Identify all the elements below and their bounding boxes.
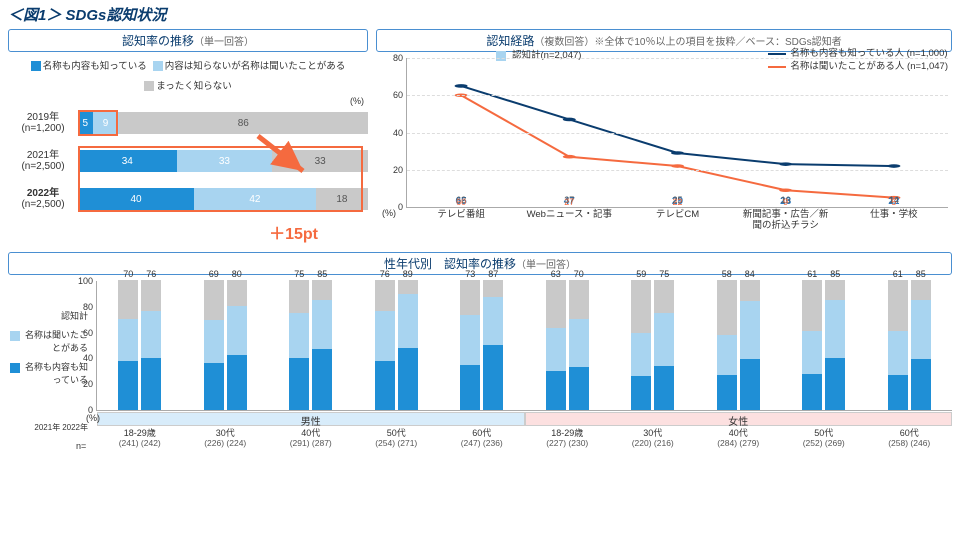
route-chart-area: 020406080656260テレビ番組473727Webニュース・記事2925… <box>406 58 948 208</box>
gender-band: 女性 <box>525 412 953 426</box>
demographic-chart: 020406080100707618-29歳(241) (242)698030代… <box>96 281 952 411</box>
demo-group: 637018-29歳(227) (230) <box>525 280 611 410</box>
trend-panel: 認知率の推移（単一回答） 名称も内容も知っている内容は知らないが名称は聞いたこと… <box>8 29 368 244</box>
trend-row: 2019年(n=1,200)5986 <box>8 106 368 140</box>
trend-row: 2022年(n=2,500)404218 <box>8 182 368 216</box>
demo-group: 758540代(291) (287) <box>268 280 354 410</box>
trend-bars: 2019年(n=1,200)59862021年(n=2,500)34333320… <box>8 106 368 216</box>
demo-group: 618560代(258) (246) <box>867 280 953 410</box>
demo-group: 618550代(252) (269) <box>781 280 867 410</box>
demo-group: 738760代(247) (236) <box>439 280 525 410</box>
n-label: n= <box>76 441 86 451</box>
pct-label: (%) <box>8 96 368 106</box>
pct-label-right: (%) <box>382 208 952 218</box>
demo-group: 698030代(226) (224) <box>183 280 269 410</box>
pct-label-bot: (%) <box>86 413 100 423</box>
demo-group: 768950代(254) (271) <box>354 280 440 410</box>
trend-panel-title: 認知率の推移（単一回答） <box>8 29 368 52</box>
gender-band: 男性 <box>97 412 525 426</box>
demo-group: 597530代(220) (216) <box>610 280 696 410</box>
route-panel: 認知経路（複数回答）※全体で10％以上の項目を抜粋／ベース：SDGs認知者 認知… <box>376 29 952 244</box>
figure-title: ＜図1＞ SDGs認知状況 <box>0 0 960 29</box>
demo-group: 588440代(284) (279) <box>696 280 782 410</box>
demo-group: 707618-29歳(241) (242) <box>97 280 183 410</box>
demographic-panel: 性年代別 認知率の推移（単一回答） 認知計 名称は聞いたことがある 名称も内容も… <box>8 252 952 439</box>
plus-pt: ＋15pt <box>8 220 368 244</box>
trend-legend: 名称も内容も知っている内容は知らないが名称は聞いたことがあるまったく知らない <box>8 58 368 92</box>
